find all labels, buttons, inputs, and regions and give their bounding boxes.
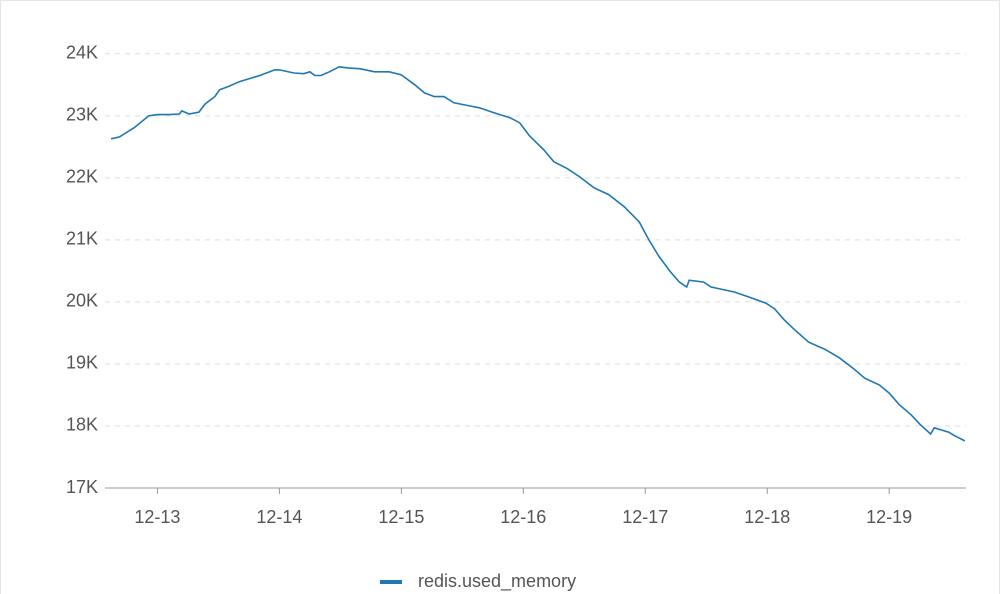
y-tick-label: 24K — [66, 43, 98, 63]
y-tick-label: 18K — [66, 415, 98, 435]
y-tick-label: 19K — [66, 353, 98, 373]
y-tick-label: 20K — [66, 291, 98, 311]
legend-label: redis.used_memory — [418, 571, 576, 592]
x-tick-label: 12-17 — [622, 507, 668, 527]
y-tick-label: 23K — [66, 105, 98, 125]
x-tick-label: 12-19 — [866, 507, 912, 527]
x-tick-label: 12-15 — [378, 507, 424, 527]
x-tick-label: 12-16 — [500, 507, 546, 527]
x-tick-label: 12-18 — [744, 507, 790, 527]
x-tick-label: 12-14 — [256, 507, 302, 527]
x-tick-label: 12-13 — [134, 507, 180, 527]
data-line — [110, 65, 966, 442]
y-tick-label: 22K — [66, 167, 98, 187]
y-tick-label: 17K — [66, 477, 98, 497]
y-tick-label: 21K — [66, 229, 98, 249]
